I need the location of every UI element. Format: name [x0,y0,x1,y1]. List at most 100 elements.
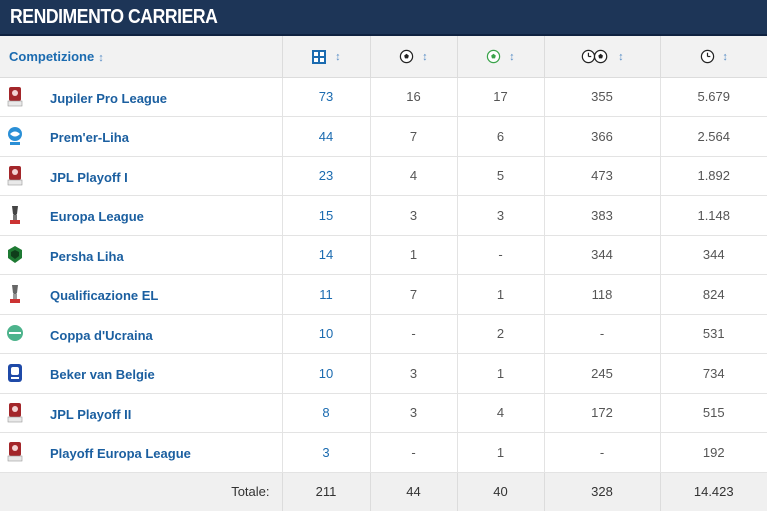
minutes-cell: 515 [660,393,767,433]
assists-cell: - [457,235,545,275]
premier-liha-logo[interactable] [6,125,24,147]
table-row: Persha Liha 14 1-344 344 [0,235,767,275]
sort-icon[interactable]: ↕ [98,51,104,64]
competition-link[interactable]: Playoff Europa League [50,446,191,461]
totals-label: Totale: [0,471,283,511]
minutes-per-goal-cell: 344 [544,235,661,275]
totals-minutes-per-goal: 328 [544,471,661,511]
competition-cell: Persha Liha [0,235,283,275]
assists-cell: 1 [457,432,545,473]
appearances-cell[interactable]: 14 [282,235,371,275]
goals-cell: - [370,432,458,473]
minutes-cell: 1.892 [660,156,767,196]
table-header-row: Competizione ↕ ↕ [0,36,767,78]
goals-cell: 7 [370,274,458,315]
competition-link[interactable]: Qualificazione EL [50,288,159,303]
table-row: Beker van Belgie 10 3 1 245 734 [0,353,767,394]
jpl-playoff-logo[interactable] [6,165,24,187]
jpl-playoff-logo[interactable] [6,402,24,424]
appearances-cell[interactable]: 11 [282,274,371,315]
sort-icon[interactable]: ↕ [722,51,728,64]
competition-link[interactable]: JPL Playoff I [50,169,128,185]
career-stats-table: Competizione ↕ ↕ [0,36,767,511]
appearances-cell[interactable]: 10 [282,353,371,394]
appearances-cell[interactable]: 44 [282,116,371,157]
competition-cell: Playoff Europa League [0,432,283,473]
totals-minutes: 14.423 [660,471,767,511]
assists-cell: 17 [457,77,545,117]
europa-league-logo[interactable] [6,204,24,226]
minutes-per-goal-column-header[interactable]: ↕ [544,36,661,78]
jupiler-pro-league-logo[interactable] [6,86,24,108]
competition-link[interactable]: JPL Playoff II [50,406,132,422]
minutes-column-header[interactable]: ↕ [660,36,767,78]
minutes-per-goal-cell: 118 [544,274,661,315]
assists-cell: 2 [457,314,545,354]
table-row: Coppa d'Ucraina 10-2-531 [0,314,767,354]
appearances-column-header[interactable]: ↕ [282,36,371,78]
ball-icon [399,48,418,64]
table-row: JPL Playoff I 23 4 5 473 1.892 [0,156,767,196]
goals-cell: 3 [370,393,458,433]
competition-cell: JPL Playoff II [0,393,283,433]
persha-liha-logo[interactable] [6,244,24,266]
competition-link[interactable]: Persha Liha [50,248,124,264]
minutes-cell: 2.564 [660,116,767,157]
minutes-per-goal-cell: 172 [544,393,661,433]
minutes-per-goal-cell: 355 [544,77,661,117]
minutes-cell: 734 [660,353,767,394]
competition-link[interactable]: Europa League [50,209,144,224]
table-row: Jupiler Pro League 73 16 17 355 5.679 [0,77,767,117]
competition-column-header[interactable]: Competizione ↕ [0,36,283,78]
competition-link[interactable]: Jupiler Pro League [50,90,168,106]
assists-cell: 6 [457,116,545,157]
assists-column-header[interactable]: ↕ [457,36,545,78]
jpl-playoff-logo[interactable] [6,441,24,463]
minutes-cell: 531 [660,314,767,354]
appearances-cell[interactable]: 8 [282,393,371,433]
competition-link[interactable]: Prem'er-Liha [50,130,129,145]
minutes-per-goal-cell: - [544,314,661,354]
minutes-cell: 1.148 [660,195,767,236]
sort-icon[interactable]: ↕ [509,51,515,64]
appearances-cell[interactable]: 15 [282,195,371,236]
panel-title: RENDIMENTO CARRIERA [10,6,218,28]
table-row: JPL Playoff II 8 3 4 172 515 [0,393,767,433]
assist-ball-icon [486,48,505,64]
table-row: Playoff Europa League 3-1-192 [0,432,767,473]
minutes-cell: 5.679 [660,77,767,117]
goals-cell: 7 [370,116,458,157]
assists-cell: 1 [457,353,545,394]
competition-cell: Coppa d'Ucraina [0,314,283,354]
minutes-per-goal-cell: 245 [544,353,661,394]
sort-icon[interactable]: ↕ [618,51,624,64]
goals-column-header[interactable]: ↕ [370,36,458,78]
belgian-cup-logo[interactable] [6,362,24,384]
totals-assists: 40 [457,471,545,511]
goals-cell: - [370,314,458,354]
appearances-cell[interactable]: 23 [282,156,371,196]
ukrainian-cup-logo[interactable] [6,323,24,345]
totals-row: Totale: 211 44 40 328 14.423 [0,471,767,511]
sort-icon[interactable]: ↕ [335,50,341,63]
competition-cell: JPL Playoff I [0,156,283,196]
appearances-cell[interactable]: 10 [282,314,371,354]
appearances-cell[interactable]: 73 [282,77,371,117]
europa-league-qualifying-logo[interactable] [6,283,24,305]
assists-cell: 5 [457,156,545,196]
goals-cell: 3 [370,195,458,236]
assists-cell: 3 [457,195,545,236]
competition-cell: Jupiler Pro League [0,77,283,117]
goals-cell: 16 [370,77,458,117]
sort-icon[interactable]: ↕ [422,51,428,64]
minutes-per-goal-cell: 473 [544,156,661,196]
panel-header: RENDIMENTO CARRIERA [0,0,767,36]
minutes-per-goal-cell: - [544,432,661,473]
competition-link[interactable]: Coppa d'Ucraina [50,327,153,343]
goals-cell: 4 [370,156,458,196]
competition-cell: Beker van Belgie [0,353,283,394]
appearances-cell[interactable]: 3 [282,432,371,473]
goals-cell: 3 [370,353,458,394]
competition-link[interactable]: Beker van Belgie [50,367,155,382]
